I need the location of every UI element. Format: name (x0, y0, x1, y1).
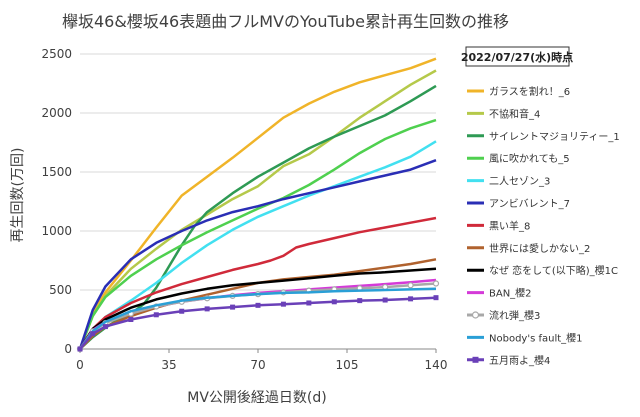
legend-label: ガラスを割れ！_6 (489, 85, 570, 98)
legend-label: サイレントマジョリティー_1 (489, 131, 620, 143)
x-tick-label: 0 (76, 358, 84, 372)
legend-label: 流れ弾_櫻3 (489, 309, 540, 322)
series-marker (230, 304, 236, 310)
y-tick-label: 2500 (41, 47, 72, 61)
series-marker (255, 302, 261, 308)
series-marker (433, 295, 439, 301)
y-tick-label: 2000 (41, 106, 72, 120)
series-marker (407, 282, 414, 289)
series-marker (357, 298, 363, 304)
series-marker (408, 296, 414, 302)
legend-marker (472, 356, 479, 363)
series-marker (128, 317, 134, 322)
x-axis-title: MV公開後経過日数(d) (187, 390, 326, 406)
legend-label: 二人セゾン_3 (489, 176, 550, 188)
legend-label: 不協和音_4 (489, 107, 540, 120)
series-marker (204, 306, 210, 312)
chart-title: 欅坂46&櫻坂46表題曲フルMVのYouTube累計再生回数の推移 (62, 12, 509, 31)
legend-label: 風に吹かれても_5 (489, 152, 570, 165)
series-marker (432, 280, 440, 287)
series-marker (331, 299, 337, 305)
x-tick-label: 35 (161, 358, 176, 372)
series-marker (77, 346, 83, 352)
series-marker (153, 312, 159, 318)
series-line-4 (78, 118, 437, 350)
legend-label: なぜ 恋をして(以下略)_櫻1C (489, 264, 618, 277)
series-line-2 (78, 69, 437, 350)
legend-label: Nobody's fault_櫻1 (489, 331, 583, 344)
x-tick-label: 70 (250, 358, 265, 372)
axis-layer: 0 500 1000 1500 2000 2500 0 35 70 105 140 (41, 47, 447, 372)
legend-date: 2022/07/27(水)時点 (461, 50, 573, 64)
series-line-8 (79, 258, 437, 350)
y-tick-label: 1000 (41, 224, 72, 238)
series-line-6 (78, 159, 437, 350)
series-marker (280, 301, 286, 307)
series-marker (102, 324, 108, 330)
series-marker (382, 297, 388, 303)
x-tick-label: 105 (336, 358, 359, 372)
series-line-12 (78, 287, 437, 350)
legend-label: 五月雨よ_櫻4 (489, 354, 550, 367)
y-tick-label: 0 (64, 342, 72, 356)
y-tick-label: 500 (49, 283, 72, 297)
series-line-7 (78, 216, 437, 350)
legend-label: 黒い羊_8 (489, 219, 530, 232)
legend-label: 世界には愛しかない_2 (489, 242, 590, 255)
x-tick-label: 140 (425, 358, 448, 372)
series-marker (306, 300, 312, 306)
series-line-13 (79, 296, 437, 350)
y-axis-title: 再生回数(万回) (10, 148, 26, 243)
legend-label: アンビバレント_7 (489, 198, 570, 210)
series-line-9 (78, 267, 437, 350)
legend-label: BAN_櫻2 (489, 287, 532, 300)
series-line-1 (78, 57, 437, 350)
series-marker (90, 331, 96, 337)
legend-marker (471, 311, 480, 319)
y-tick-label: 1500 (41, 165, 72, 179)
legend: 2022/07/27(水)時点 ガラスを割れ！_6 不協和音_4 サイレントマジョリ… (461, 46, 620, 367)
series-marker (179, 308, 185, 314)
legend-date-box (465, 46, 570, 67)
series-layer (76, 57, 440, 353)
